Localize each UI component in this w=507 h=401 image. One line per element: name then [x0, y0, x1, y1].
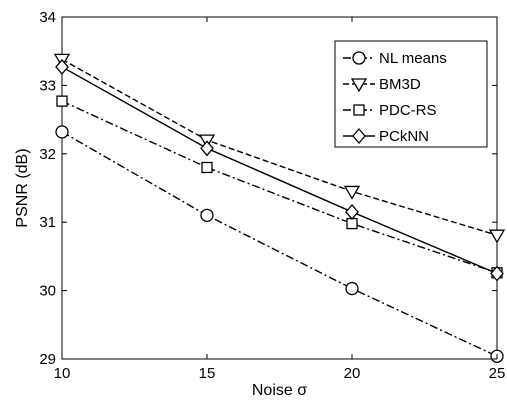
series-line-pcknn	[61, 66, 498, 275]
point-pdc-rs	[56, 95, 68, 107]
y-tick-label: 30	[39, 283, 56, 300]
point-nl-means	[345, 281, 359, 296]
legend-marker-pcknn	[352, 128, 366, 144]
point-pdc-rs	[201, 161, 213, 174]
y-tick-label: 29	[39, 351, 56, 368]
y-tick-label: 31	[39, 214, 56, 231]
point-pcknn	[345, 203, 359, 220]
legend-marker-bm3d	[350, 78, 368, 93]
point-bm3d	[488, 229, 506, 244]
legend-label-bm3d: BM3D	[379, 76, 421, 93]
legend-label-nl-means: NL means	[379, 50, 447, 67]
x-tick-label: 20	[344, 365, 361, 382]
legend-label-pdc-rs: PDC-RS	[379, 102, 437, 119]
series-line-nl-means	[61, 131, 498, 357]
point-pcknn	[55, 58, 69, 75]
y-tick-label: 32	[39, 146, 56, 163]
legend-marker-pdc-rs	[353, 104, 365, 116]
point-pcknn	[490, 265, 504, 282]
legend-box	[334, 40, 488, 148]
y-tick-label: 34	[39, 9, 56, 26]
x-tick-label: 25	[489, 365, 506, 382]
series-layer	[53, 53, 506, 363]
point-pdc-rs	[346, 217, 358, 230]
point-nl-means	[200, 208, 214, 223]
y-axis-label: PSNR (dB)	[14, 148, 31, 227]
series-line-bm3d	[61, 58, 498, 236]
legend-label-pcknn: PCkNN	[379, 128, 429, 145]
x-axis-label: Noise σ	[252, 382, 307, 399]
series-line-pdc-rs	[61, 100, 498, 274]
point-bm3d	[343, 185, 361, 200]
x-tick-label: 15	[199, 365, 216, 382]
point-nl-means	[55, 125, 69, 139]
tick-layer: 10 15 20 25 29 30 31 32 33 34	[39, 9, 505, 382]
legend: NL means BM3D PDC-RS PCkNN	[334, 40, 488, 148]
point-pcknn	[200, 140, 214, 157]
legend-marker-nl-means	[352, 51, 366, 65]
x-tick-label: 10	[54, 365, 71, 382]
y-tick-label: 33	[39, 77, 56, 94]
